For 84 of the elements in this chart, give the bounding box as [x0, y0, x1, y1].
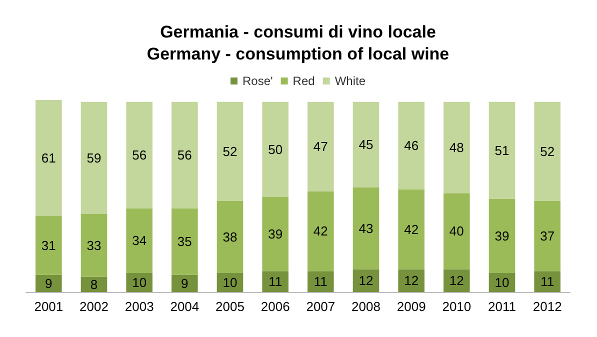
- data-label: 12: [449, 273, 464, 288]
- bar: [80, 102, 108, 214]
- data-label: 48: [449, 140, 464, 156]
- bar: [36, 216, 62, 275]
- bar: [308, 102, 334, 192]
- data-label: 56: [132, 148, 147, 163]
- bar: [126, 208, 152, 273]
- bar: [534, 102, 560, 201]
- data-label: 45: [358, 137, 374, 152]
- data-label: 46: [404, 138, 419, 154]
- data-label: 51: [494, 142, 510, 158]
- data-label: 56: [177, 148, 192, 163]
- bar: [216, 102, 244, 201]
- data-label: 59: [86, 150, 102, 166]
- data-label: 52: [222, 144, 238, 159]
- x-tick-label: 2005: [216, 299, 244, 314]
- chart-title: Germania - consumi di vino locale Germany - consumption of local wine: [146, 22, 450, 64]
- bar: [444, 269, 470, 292]
- data-label: 9: [181, 276, 188, 291]
- bar: [308, 271, 334, 292]
- x-tick-label: 2001: [34, 299, 64, 314]
- data-label: 33: [86, 238, 102, 253]
- bar: [172, 208, 198, 275]
- data-label: 34: [132, 233, 147, 248]
- data-label: 10: [222, 274, 238, 290]
- bar: [262, 102, 288, 197]
- data-label: 31: [41, 238, 56, 253]
- data-label: 11: [268, 274, 282, 290]
- x-tick-label: 2008: [352, 299, 380, 314]
- data-label: 11: [540, 274, 554, 290]
- data-label: 52: [540, 144, 555, 159]
- bar: [398, 102, 424, 190]
- bar: [36, 274, 62, 292]
- data-label: 10: [494, 274, 510, 290]
- data-label: 42: [404, 222, 419, 237]
- data-label: 42: [313, 224, 328, 239]
- bar: [352, 187, 380, 270]
- bar: [444, 193, 470, 270]
- x-tick-label: 2012: [532, 299, 562, 314]
- bar: [262, 271, 288, 292]
- legend-label: Red: [292, 74, 315, 88]
- x-tick-label: 2010: [442, 299, 472, 314]
- x-tick-label: 2011: [488, 299, 516, 314]
- data-label: 37: [540, 228, 555, 244]
- x-tick-label: 2007: [306, 299, 336, 314]
- bar: [398, 269, 424, 292]
- data-label: 12: [358, 273, 374, 288]
- data-label: 50: [268, 142, 283, 157]
- bar: [534, 200, 560, 272]
- x-tick-label: 2006: [260, 299, 290, 314]
- data-label: 12: [404, 273, 419, 288]
- data-label: 11: [314, 274, 328, 290]
- data-label: 9: [45, 276, 52, 291]
- bar: [352, 269, 380, 292]
- bar: [126, 102, 152, 208]
- bar: [172, 102, 198, 208]
- bar: [488, 102, 516, 199]
- data-label: 39: [494, 228, 510, 244]
- legend-label: White: [334, 74, 366, 88]
- data-label: 39: [268, 226, 283, 242]
- data-label: 8: [90, 276, 98, 292]
- x-tick-label: 2003: [124, 299, 154, 314]
- data-label: 40: [449, 224, 464, 239]
- x-tick-label: 2004: [170, 299, 200, 314]
- data-label: 61: [41, 150, 56, 166]
- bar: [308, 191, 334, 272]
- bar: [398, 189, 424, 270]
- bar: [262, 196, 288, 272]
- data-label: 35: [177, 234, 192, 250]
- bar: [352, 102, 380, 188]
- bar: [216, 200, 244, 273]
- legend-label: Rose': [242, 74, 273, 88]
- bar: [36, 100, 62, 216]
- data-label: 38: [222, 229, 238, 244]
- x-tick-label: 2009: [396, 299, 426, 314]
- x-tick-label: 2002: [80, 299, 108, 314]
- bar: [80, 214, 108, 277]
- bar: [488, 198, 516, 273]
- bar: [444, 102, 470, 194]
- data-label: 47: [313, 139, 328, 154]
- bar: [172, 274, 198, 292]
- data-label: 43: [358, 220, 374, 236]
- bar: [534, 271, 560, 292]
- data-label: 10: [132, 274, 147, 290]
